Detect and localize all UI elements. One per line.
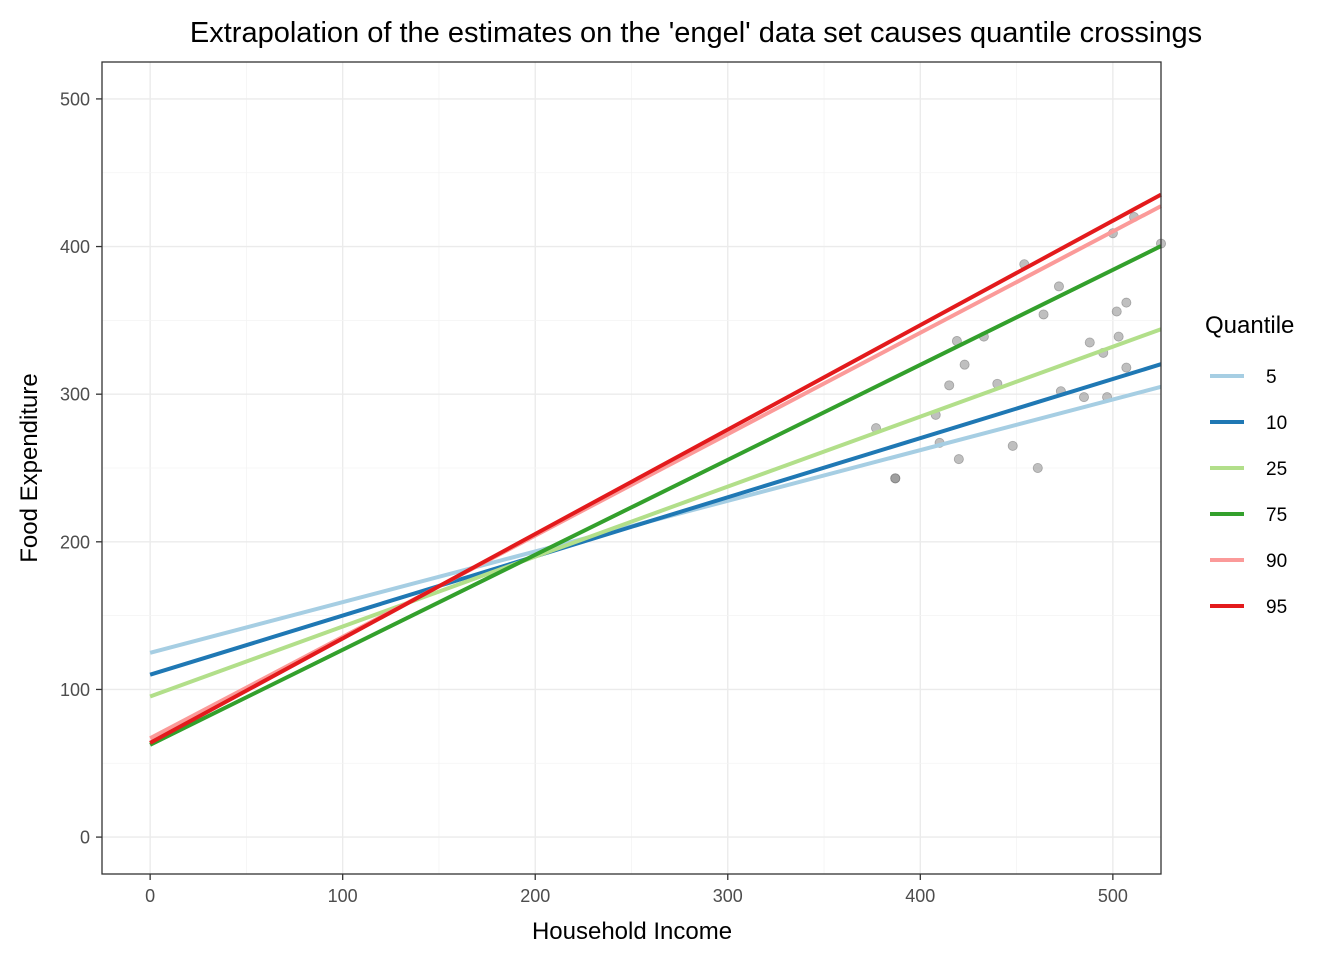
x-axis-title: Household Income xyxy=(532,918,732,945)
quantile-line-25 xyxy=(149,327,1162,699)
chart-title: Extrapolation of the estimates on the 'e… xyxy=(190,17,1202,49)
data-point xyxy=(944,380,955,391)
data-point xyxy=(1053,281,1064,292)
y-axis: 0 100 200 300 400 500 xyxy=(60,89,102,848)
data-point xyxy=(1084,337,1095,348)
data-point xyxy=(953,454,964,465)
legend-label-75: 75 xyxy=(1266,505,1287,526)
x-tick-label: 100 xyxy=(328,886,358,906)
panel-border xyxy=(101,61,1162,875)
data-point xyxy=(1078,392,1089,403)
legend-label-90: 90 xyxy=(1266,551,1287,572)
quantile-line-10 xyxy=(149,362,1162,677)
gridlines xyxy=(102,62,1161,874)
y-tick-label: 300 xyxy=(60,385,90,405)
legend: Quantile 5 10 25 75 90 95 xyxy=(1205,312,1294,618)
data-point xyxy=(1032,462,1043,473)
data-point xyxy=(1111,306,1122,317)
y-tick-label: 500 xyxy=(60,89,90,109)
x-tick-label: 200 xyxy=(520,886,550,906)
y-tick-label: 0 xyxy=(80,828,90,848)
data-point xyxy=(1007,440,1018,451)
data-point xyxy=(1121,362,1132,373)
x-tick-label: 300 xyxy=(713,886,743,906)
data-point xyxy=(959,359,970,370)
legend-label-5: 5 xyxy=(1266,367,1277,388)
data-point xyxy=(1113,331,1124,342)
y-tick-label: 400 xyxy=(60,237,90,257)
y-tick-label: 200 xyxy=(60,532,90,552)
quantile-lines xyxy=(149,192,1162,747)
data-point xyxy=(890,473,901,484)
x-axis: 0 100 200 300 400 500 xyxy=(145,874,1128,906)
quantile-line-95 xyxy=(149,192,1162,745)
y-tick-label: 100 xyxy=(60,680,90,700)
legend-label-25: 25 xyxy=(1266,459,1287,480)
x-tick-label: 0 xyxy=(145,886,155,906)
plot-frame xyxy=(101,61,1162,875)
x-tick-label: 400 xyxy=(905,886,935,906)
data-point xyxy=(1038,309,1049,320)
quantile-line-75 xyxy=(149,244,1162,747)
legend-label-10: 10 xyxy=(1266,413,1287,434)
legend-label-95: 95 xyxy=(1266,597,1287,618)
y-axis-title: Food Expenditure xyxy=(16,373,43,562)
data-point xyxy=(1121,297,1132,308)
legend-title: Quantile xyxy=(1205,312,1294,339)
x-tick-label: 500 xyxy=(1098,886,1128,906)
